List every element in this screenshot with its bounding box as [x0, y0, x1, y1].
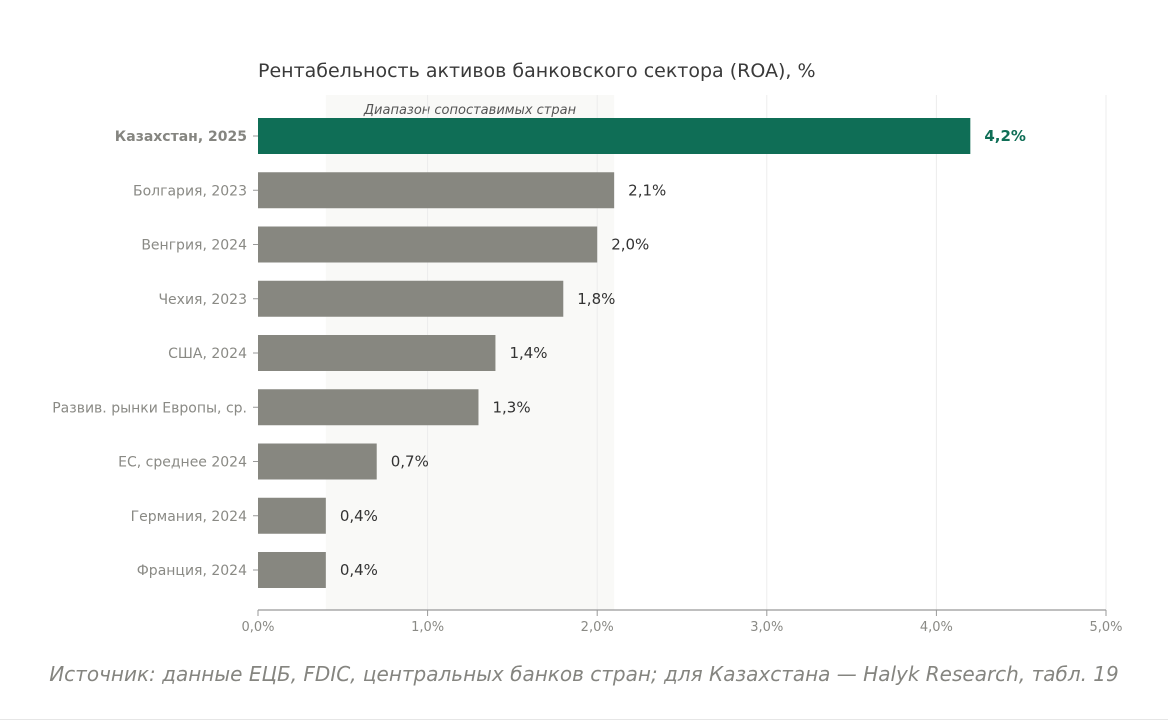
value-label: 2,0%	[611, 236, 649, 254]
source-note: Источник: данные ЕЦБ, FDIC, центральных …	[49, 662, 1119, 686]
category-label: Развив. рынки Европы, ср.	[52, 400, 247, 416]
value-label: 1,8%	[577, 290, 615, 308]
bar	[258, 118, 971, 154]
x-tick-label: 3,0%	[750, 620, 783, 635]
category-label: Казахстан, 2025	[115, 129, 247, 145]
category-label: США, 2024	[168, 346, 247, 362]
bar	[258, 335, 496, 371]
bar	[258, 280, 564, 317]
x-tick-label: 5,0%	[1089, 620, 1122, 635]
category-label: Чехия, 2023	[158, 292, 247, 308]
value-label: 0,7%	[391, 453, 429, 471]
band-label: Диапазон сопоставимых стран	[363, 103, 577, 118]
x-tick-label: 1,0%	[411, 620, 444, 635]
value-label: 1,3%	[492, 398, 530, 416]
value-label: 1,4%	[509, 344, 547, 362]
value-label: 0,4%	[340, 561, 378, 579]
bar	[258, 497, 326, 534]
category-label: Германия, 2024	[131, 509, 247, 525]
value-label: 4,2%	[984, 127, 1026, 145]
value-label: 0,4%	[340, 507, 378, 525]
category-label: Венгрия, 2024	[141, 238, 247, 254]
bar	[258, 226, 598, 263]
x-tick-label: 2,0%	[581, 620, 614, 635]
bar	[258, 389, 479, 426]
chart-title: Рентабельность активов банковского секто…	[258, 60, 816, 82]
x-tick-label: 0,0%	[241, 620, 274, 635]
bar	[258, 172, 615, 209]
value-label: 2,1%	[628, 181, 666, 199]
bar	[258, 552, 326, 588]
category-label: Франция, 2024	[137, 563, 247, 579]
bar	[258, 443, 377, 480]
x-tick-label: 4,0%	[920, 620, 953, 635]
category-label: ЕС, среднее 2024	[118, 455, 247, 471]
bottom-divider	[0, 719, 1168, 720]
category-label: Болгария, 2023	[133, 183, 247, 199]
